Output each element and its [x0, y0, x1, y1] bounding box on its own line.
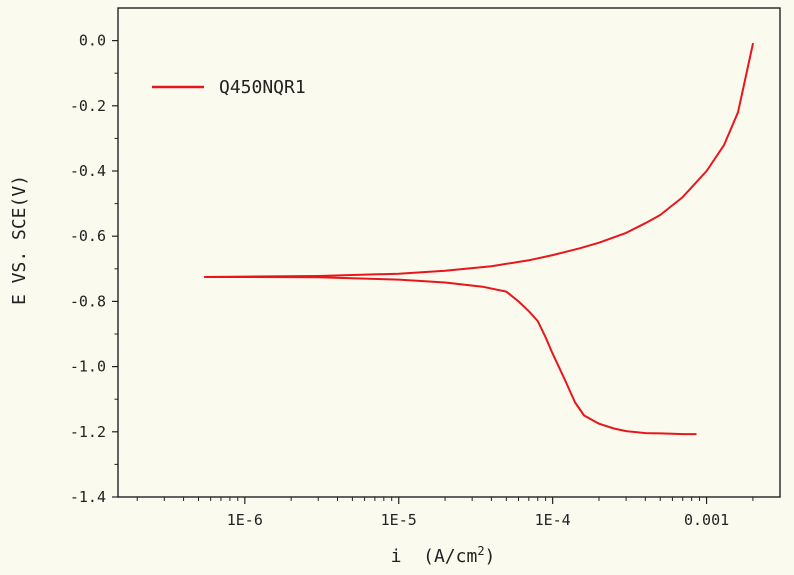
x-tick-label: 1E-6 [227, 511, 263, 529]
y-tick-label: 0.0 [79, 32, 106, 50]
x-axis-title-main: i (A/cm [391, 546, 478, 567]
axes [117, 7, 781, 498]
x-tick-label: 1E-5 [381, 511, 417, 529]
y-tick-label: -1.4 [70, 488, 106, 506]
y-tick-label: -0.6 [70, 227, 106, 245]
series-layer [203, 42, 754, 436]
legend-label: Q450NQR1 [219, 77, 306, 98]
y-axis-title: E VS. SCE(V) [9, 175, 30, 305]
x-axis-title: i (A/cm2) [391, 544, 496, 567]
series-line-anodic-branch [203, 42, 754, 278]
x-tick-label: 1E-4 [535, 511, 571, 529]
x-axis-title-superscript: 2 [477, 544, 484, 558]
y-tick-label: -0.2 [70, 97, 106, 115]
y-tick-label: -0.4 [70, 162, 106, 180]
x-axis-title-close: ) [485, 546, 496, 567]
ticks: 0.0 -0.2 -0.4 -0.6 -0.8 -1.0 -1.2 -1.4 1E-6 1E-5 1… [70, 32, 754, 529]
series-line-cathodic-branch [203, 276, 697, 436]
plot-frame [117, 7, 781, 498]
y-tick-label: -0.8 [70, 292, 106, 310]
x-tick-label: 0.001 [684, 511, 729, 529]
y-tick-label: -1.2 [70, 423, 106, 441]
y-tick-label: -1.0 [70, 358, 106, 376]
legend: Q450NQR1 [152, 77, 306, 98]
